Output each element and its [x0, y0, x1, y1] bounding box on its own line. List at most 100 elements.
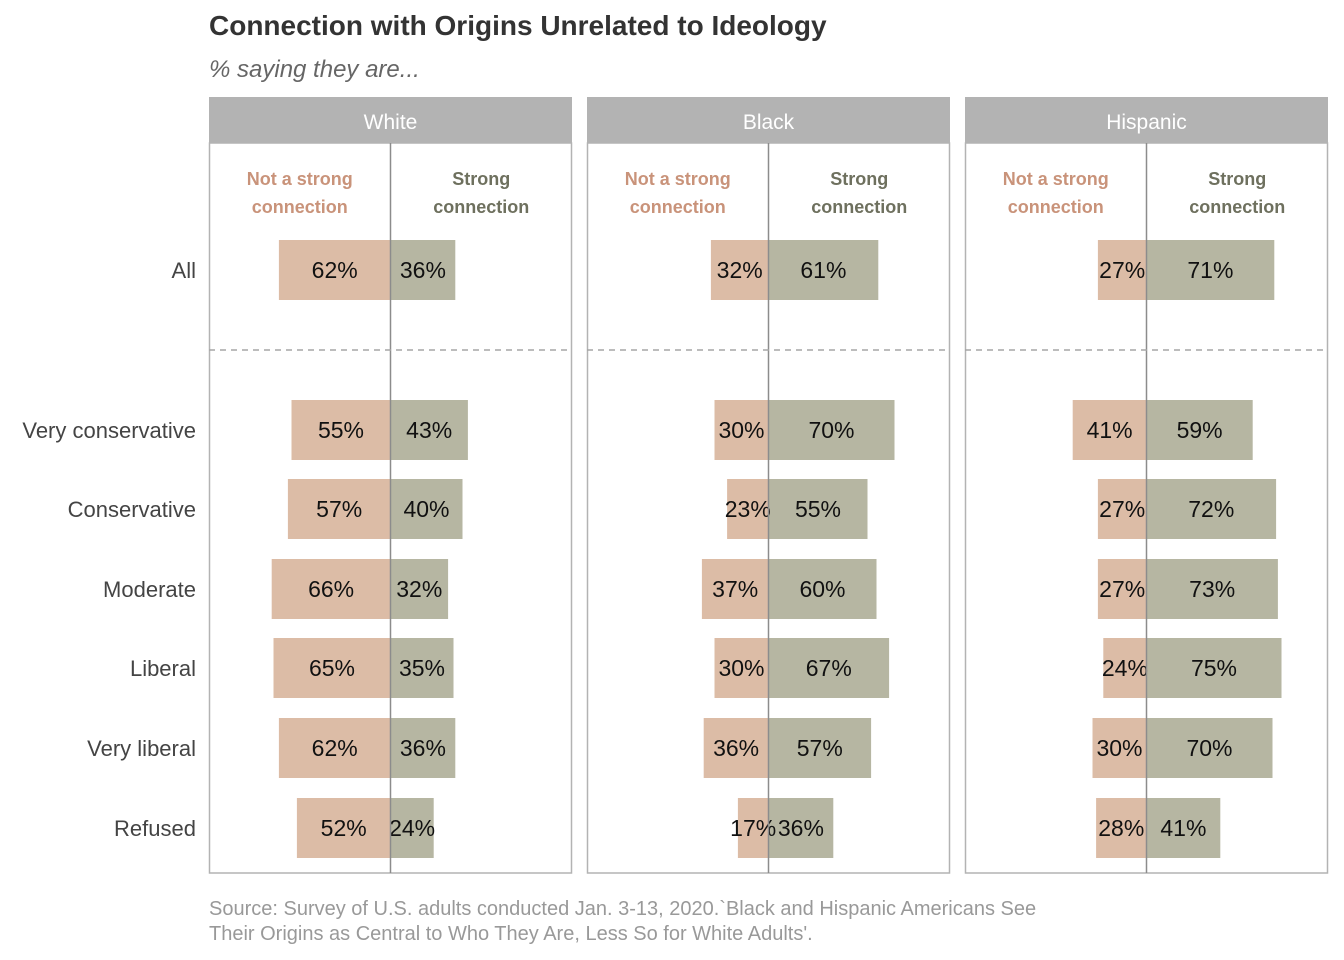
value-not-strong-hispanic-all: 27% — [1099, 257, 1145, 283]
value-strong-black-moderate: 60% — [799, 576, 845, 602]
source-line-1: Source: Survey of U.S. adults conducted … — [209, 898, 1037, 920]
value-not-strong-black-refused: 17% — [730, 815, 776, 841]
value-not-strong-hispanic-refused: 28% — [1098, 815, 1144, 841]
bar-strong-black-very-liberal — [768, 718, 872, 778]
value-strong-black-refused: 36% — [778, 815, 824, 841]
facet-label-black: Black — [743, 111, 795, 134]
bar-not-strong-white-all — [278, 240, 391, 300]
bar-not-strong-white-very-liberal — [278, 718, 391, 778]
legend-strong-hispanic-1: connection — [1189, 197, 1285, 217]
bar-strong-hispanic-all — [1146, 240, 1275, 300]
value-not-strong-white-conservative: 57% — [316, 496, 362, 522]
value-strong-hispanic-all: 71% — [1187, 257, 1233, 283]
bar-strong-hispanic-liberal — [1146, 638, 1282, 698]
value-strong-black-very-liberal: 57% — [797, 735, 843, 761]
source-line-2: Their Origins as Central to Who They Are… — [209, 923, 813, 945]
bar-not-strong-hispanic-moderate — [1097, 559, 1147, 619]
legend-strong-black-1: connection — [811, 197, 907, 217]
value-strong-black-liberal: 67% — [806, 655, 852, 681]
bar-not-strong-white-liberal — [273, 638, 391, 698]
bar-not-strong-black-moderate — [701, 559, 769, 619]
row-label-refused: Refused — [114, 816, 196, 841]
value-strong-white-conservative: 40% — [403, 496, 449, 522]
chart-subtitle: % saying they are... — [209, 56, 420, 83]
value-strong-white-very-liberal: 36% — [400, 735, 446, 761]
facet-strip-white — [209, 97, 572, 143]
row-label-very-conservative: Very conservative — [22, 418, 196, 443]
bar-strong-white-very-liberal — [390, 718, 456, 778]
value-strong-black-all: 61% — [800, 257, 846, 283]
bar-not-strong-white-very-conservative — [291, 400, 391, 460]
legend-strong-white-1: connection — [433, 197, 529, 217]
value-not-strong-black-very-conservative: 30% — [718, 417, 764, 443]
bar-strong-white-moderate — [390, 559, 449, 619]
bar-strong-white-all — [390, 240, 456, 300]
value-not-strong-white-refused: 52% — [321, 815, 367, 841]
bar-not-strong-white-moderate — [271, 559, 391, 619]
bar-not-strong-black-refused — [737, 798, 769, 858]
bar-strong-black-all — [768, 240, 879, 300]
bar-strong-white-very-conservative — [390, 400, 468, 460]
value-strong-black-very-conservative: 70% — [808, 417, 854, 443]
bar-not-strong-white-conservative — [287, 479, 391, 539]
bar-strong-hispanic-very-conservative — [1146, 400, 1253, 460]
bar-strong-white-conservative — [390, 479, 463, 539]
facet-strip-hispanic — [965, 97, 1328, 143]
legend-not-strong-hispanic-0: Not a strong — [1003, 169, 1109, 189]
bar-not-strong-hispanic-very-conservative — [1072, 400, 1147, 460]
row-label-moderate: Moderate — [103, 577, 196, 602]
bar-strong-black-moderate — [768, 559, 877, 619]
bar-not-strong-black-very-conservative — [714, 400, 769, 460]
bar-strong-hispanic-conservative — [1146, 479, 1277, 539]
row-label-liberal: Liberal — [130, 656, 196, 681]
row-label-very-liberal: Very liberal — [87, 736, 196, 761]
bar-not-strong-black-very-liberal — [703, 718, 769, 778]
value-strong-white-refused: 24% — [389, 815, 435, 841]
value-not-strong-hispanic-liberal: 24% — [1102, 655, 1148, 681]
bar-not-strong-black-conservative — [727, 479, 769, 539]
bar-strong-hispanic-moderate — [1146, 559, 1278, 619]
bar-strong-black-very-conservative — [768, 400, 895, 460]
legend-not-strong-white-0: Not a strong — [247, 169, 353, 189]
row-label-all: All — [172, 258, 196, 283]
chart-title: Connection with Origins Unrelated to Ide… — [209, 10, 827, 41]
bar-not-strong-hispanic-very-liberal — [1092, 718, 1147, 778]
value-not-strong-hispanic-very-conservative: 41% — [1087, 417, 1133, 443]
value-not-strong-black-all: 32% — [717, 257, 763, 283]
value-not-strong-hispanic-conservative: 27% — [1099, 496, 1145, 522]
value-strong-hispanic-refused: 41% — [1160, 815, 1206, 841]
value-not-strong-white-liberal: 65% — [309, 655, 355, 681]
value-strong-hispanic-very-liberal: 70% — [1186, 735, 1232, 761]
legend-not-strong-white-1: connection — [252, 197, 348, 217]
bar-not-strong-hispanic-conservative — [1097, 479, 1147, 539]
value-strong-hispanic-liberal: 75% — [1191, 655, 1237, 681]
value-not-strong-hispanic-moderate: 27% — [1099, 576, 1145, 602]
value-strong-white-moderate: 32% — [396, 576, 442, 602]
value-strong-white-all: 36% — [400, 257, 446, 283]
value-strong-white-very-conservative: 43% — [406, 417, 452, 443]
bar-not-strong-hispanic-liberal — [1103, 638, 1147, 698]
row-label-conservative: Conservative — [68, 497, 196, 522]
value-not-strong-black-moderate: 37% — [712, 576, 758, 602]
bar-strong-hispanic-very-liberal — [1146, 718, 1273, 778]
value-not-strong-black-very-liberal: 36% — [713, 735, 759, 761]
value-strong-black-conservative: 55% — [795, 496, 841, 522]
source-note: Source: Survey of U.S. adults conducted … — [209, 897, 1036, 947]
facet-strip-black — [587, 97, 950, 143]
bar-strong-black-refused — [768, 798, 834, 858]
value-not-strong-white-very-liberal: 62% — [312, 735, 358, 761]
bar-strong-black-conservative — [768, 479, 868, 539]
value-strong-hispanic-conservative: 72% — [1188, 496, 1234, 522]
value-not-strong-white-all: 62% — [312, 257, 358, 283]
facet-label-hispanic: Hispanic — [1106, 111, 1187, 134]
value-strong-white-liberal: 35% — [399, 655, 445, 681]
bar-strong-white-refused — [390, 798, 434, 858]
bar-not-strong-hispanic-refused — [1096, 798, 1147, 858]
value-strong-hispanic-very-conservative: 59% — [1177, 417, 1223, 443]
bar-strong-black-liberal — [768, 638, 890, 698]
value-not-strong-white-very-conservative: 55% — [318, 417, 364, 443]
bar-not-strong-white-refused — [296, 798, 391, 858]
value-not-strong-hispanic-very-liberal: 30% — [1096, 735, 1142, 761]
value-not-strong-black-conservative: 23% — [725, 496, 771, 522]
